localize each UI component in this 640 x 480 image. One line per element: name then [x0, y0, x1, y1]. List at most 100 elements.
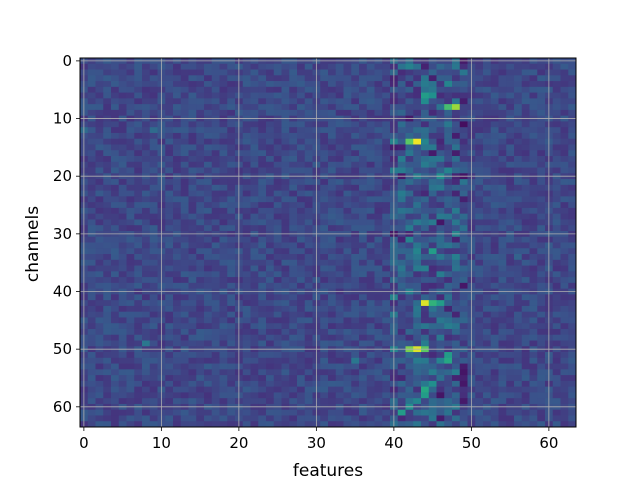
heatmap-cell [374, 317, 383, 324]
heatmap-cell [165, 86, 174, 93]
heatmap-cell [134, 340, 143, 347]
heatmap-cell [281, 421, 290, 428]
heatmap-cell [351, 98, 360, 105]
heatmap-cell [552, 132, 561, 140]
heatmap-cell [142, 294, 151, 301]
heatmap-cell [374, 242, 383, 249]
heatmap-cell [444, 236, 453, 243]
heatmap-cell [490, 98, 499, 105]
heatmap-cell [204, 213, 213, 220]
heatmap-cell [118, 104, 127, 111]
heatmap-cell [382, 375, 391, 382]
heatmap-cell [227, 236, 236, 243]
heatmap-cell [242, 207, 251, 215]
heatmap-cell [196, 317, 205, 324]
heatmap-cell [188, 421, 197, 428]
heatmap-cell [149, 380, 158, 388]
heatmap-cell [126, 144, 135, 151]
heatmap-cell [266, 271, 275, 278]
heatmap-cell [568, 357, 577, 364]
heatmap-cell [196, 415, 205, 422]
heatmap-cell [304, 150, 313, 157]
heatmap-cell [521, 409, 530, 416]
heatmap-cell [219, 323, 228, 330]
heatmap-cell [537, 323, 546, 330]
heatmap-cell [514, 219, 523, 226]
heatmap-cell [188, 190, 197, 197]
heatmap-cell [273, 265, 282, 272]
heatmap-cell [374, 202, 383, 209]
heatmap-cell [211, 156, 220, 163]
heatmap-cell [537, 277, 546, 284]
heatmap-cell [436, 225, 445, 232]
heatmap-cell [560, 392, 569, 399]
heatmap-cell [382, 300, 391, 307]
heatmap-cell [436, 392, 445, 399]
heatmap-cell [118, 184, 127, 192]
heatmap-cell [498, 69, 507, 76]
heatmap-cell [444, 392, 453, 399]
heatmap-cell [521, 311, 530, 318]
heatmap-cell [165, 311, 174, 318]
heatmap-cell [444, 357, 453, 364]
heatmap-cell [289, 202, 298, 209]
heatmap-cell [111, 386, 120, 393]
heatmap-cell [436, 265, 445, 272]
heatmap-cell [242, 317, 251, 324]
heatmap-cell [428, 63, 437, 70]
heatmap-cell [95, 300, 104, 307]
heatmap-cell [281, 196, 290, 203]
heatmap-cell [103, 398, 112, 405]
heatmap-cell [560, 207, 569, 215]
heatmap-cell [149, 86, 158, 93]
heatmap-cell [95, 213, 104, 220]
heatmap-cell [552, 409, 561, 416]
heatmap-cell [281, 305, 290, 313]
heatmap-cell [351, 179, 360, 186]
heatmap-cell [382, 207, 391, 215]
heatmap-cell [537, 109, 546, 117]
heatmap-cell [180, 271, 189, 278]
heatmap-cell [126, 340, 135, 347]
heatmap-cell [204, 323, 213, 330]
heatmap-cell [335, 132, 344, 140]
heatmap-cell [142, 352, 151, 359]
heatmap-cell [211, 254, 220, 261]
heatmap-cell [452, 144, 461, 151]
heatmap-cell [142, 415, 151, 422]
heatmap-cell [413, 121, 422, 128]
heatmap-cell [165, 386, 174, 393]
heatmap-cell [351, 409, 360, 416]
heatmap-cell [436, 363, 445, 370]
heatmap-cell [537, 398, 546, 405]
heatmap-cell [537, 369, 546, 376]
heatmap-cell [436, 144, 445, 151]
heatmap-cell [242, 421, 251, 428]
heatmap-cell [359, 161, 368, 168]
heatmap-cell [320, 282, 329, 290]
heatmap-cell [428, 167, 437, 174]
heatmap-cell [242, 265, 251, 272]
heatmap-cell [514, 311, 523, 318]
heatmap-cell [421, 190, 430, 197]
heatmap-cell [343, 352, 352, 359]
heatmap-cell [428, 305, 437, 313]
heatmap-cell [521, 81, 530, 88]
heatmap-cell [351, 109, 360, 117]
heatmap-cell [165, 190, 174, 197]
heatmap-cell [142, 386, 151, 393]
heatmap-cell [188, 398, 197, 405]
heatmap-cell [521, 179, 530, 186]
heatmap-cell [126, 392, 135, 399]
heatmap-cell [188, 86, 197, 93]
heatmap-cell [359, 207, 368, 215]
heatmap-cell [188, 132, 197, 140]
heatmap-cell [483, 132, 492, 140]
heatmap-cell [328, 167, 337, 174]
heatmap-cell [242, 409, 251, 416]
heatmap-cell [537, 132, 546, 140]
heatmap-cell [382, 150, 391, 157]
heatmap-cell [452, 300, 461, 307]
heatmap-cell [165, 69, 174, 76]
